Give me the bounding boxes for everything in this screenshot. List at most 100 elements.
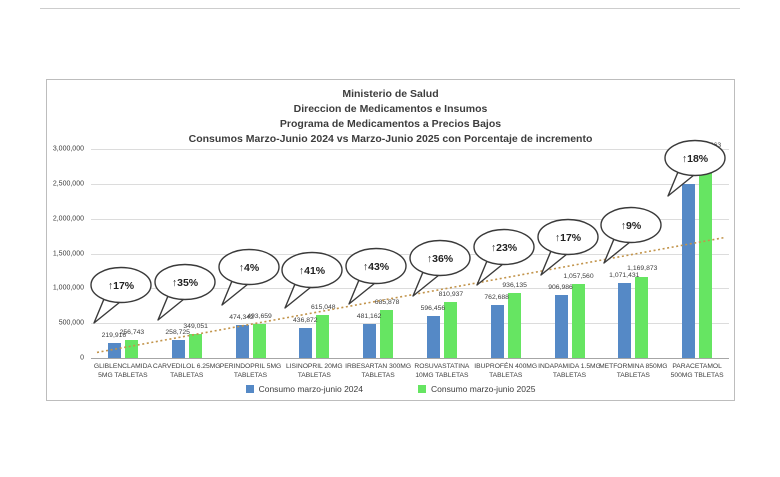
x-axis-label-line: IBUPROFÉN 400MG	[474, 363, 538, 370]
y-axis-tick: 0	[80, 354, 84, 362]
x-axis-label-line: LISINOPRIL 20MG	[285, 363, 343, 370]
value-label-2025: 1,169,873	[627, 265, 658, 273]
y-axis-tick: 1,000,000	[52, 284, 84, 292]
title-line-2: Direccion de Medicamentos e Insumos	[293, 103, 488, 115]
x-axis-label: GLIBLENCLAMIDA 5MG TABLETAS	[94, 363, 152, 380]
speech-bubble-icon: ↑35%	[153, 263, 216, 321]
x-axis-labels: GLIBLENCLAMIDA 5MG TABLETAS CARVEDILOL 6.2…	[91, 363, 729, 385]
x-axis-label: IRBESARTAN 300MG TABLETAS	[345, 363, 411, 380]
title-line-3: Programa de Medicamentos a Precios Bajos	[279, 118, 502, 130]
bar-2024	[426, 316, 440, 358]
value-label-2024: 481,162	[356, 313, 382, 321]
x-axis-label: CARVEDILOL 6.25MG TABLETAS	[153, 363, 221, 380]
chart-title-block: Ministerio de Salud Direccion de Medicam…	[47, 87, 734, 147]
bar-2025	[699, 152, 713, 358]
x-axis-label-line: TABLETAS	[170, 371, 204, 379]
gridline	[91, 253, 729, 255]
bar-2025	[188, 333, 202, 358]
speech-bubble-icon: ↑17%	[90, 266, 152, 324]
bar-2024	[618, 283, 632, 358]
gridline	[91, 288, 729, 290]
title-line-4: Consumos Marzo-Junio 2024 vs Marzo-Junio…	[188, 133, 593, 145]
speech-bubble-icon: ↑17%	[536, 218, 599, 276]
title-line-1: Ministerio de Salud	[342, 88, 439, 100]
bar-2025	[124, 340, 138, 358]
bar-2025	[571, 284, 585, 358]
value-label-2025: 936,135	[502, 281, 527, 289]
x-axis-label: ROSUVASTATINA 10MG TABLETAS	[414, 363, 469, 380]
value-label-2024: 762,688	[484, 293, 509, 301]
x-axis-label: IBUPROFÉN 400MG TABLETAS	[474, 363, 537, 380]
plot-area: 219,916 256,743 258,725 349,051 474,342 493,6…	[90, 139, 729, 359]
bar-2025	[507, 292, 521, 358]
legend-swatch	[418, 385, 426, 393]
x-axis-label-line: INDAPAMIDA 1.5MG	[538, 363, 601, 370]
x-axis-label-line: GLIBLENCLAMIDA	[93, 363, 152, 370]
x-axis-label-line: TABLETAS	[361, 371, 395, 379]
y-axis-labels: 0 500,000 1,000,000 1,500,000 2,000,000 2,500…	[47, 145, 87, 362]
increment-balloon: ↑4%	[214, 247, 284, 311]
x-axis-label-line: 5MG TABLETAS	[98, 371, 148, 379]
svg-text:↑43%: ↑43%	[363, 261, 390, 273]
increment-balloon: ↑17%	[533, 217, 603, 281]
gridline	[91, 358, 729, 359]
svg-text:↑23%: ↑23%	[491, 242, 518, 254]
bar-2025	[443, 301, 457, 358]
legend-label: Consumo marzo-junio 2025	[431, 384, 536, 394]
y-axis-tick: 2,500,000	[52, 180, 84, 188]
bar-2025	[252, 323, 266, 358]
legend: Consumo marzo-junio 2024 Consumo marzo-ju…	[47, 384, 734, 394]
speech-bubble-icon: ↑4%	[217, 248, 280, 306]
x-axis-label-line: TABLETAS	[552, 371, 587, 379]
bar-2025	[380, 310, 394, 358]
x-axis-label-line: CARVEDILOL 6.25MG	[152, 363, 221, 370]
bar-2024	[171, 339, 185, 358]
increment-balloon: ↑17%	[86, 265, 156, 329]
bar-2024	[490, 304, 504, 358]
value-label-2025: 810,937	[438, 290, 464, 298]
value-label-2025: 685,878	[374, 299, 400, 307]
bar-2024	[554, 294, 568, 358]
svg-text:↑4%: ↑4%	[238, 262, 259, 274]
bar-2024	[682, 183, 696, 358]
x-axis-label-line: PARACETAMOL	[672, 363, 722, 370]
x-axis-label: LISINOPRIL 20MG TABLETAS	[286, 363, 343, 380]
value-label-2025: 493,659	[247, 312, 272, 320]
legend-label: Consumo marzo-junio 2024	[258, 384, 363, 394]
x-axis-label-line: TABLETAS	[233, 371, 268, 379]
x-axis-label: METFORMINA 850MG TABLETAS	[599, 363, 667, 380]
bar-2025	[316, 315, 330, 358]
bar-2024	[235, 324, 249, 358]
speech-bubble-icon: ↑9%	[600, 207, 662, 265]
value-label-2025: 1,057,560	[563, 273, 594, 281]
svg-text:↑36%: ↑36%	[427, 253, 454, 265]
bar-2024	[107, 342, 121, 358]
x-axis-label-line: TABLETAS	[489, 371, 523, 379]
x-axis-label-line: 10MG TABLETAS	[415, 371, 469, 379]
svg-text:↑9%: ↑9%	[621, 220, 642, 232]
svg-text:↑41%: ↑41%	[299, 265, 326, 277]
x-axis-label-line: ROSUVASTATINA	[414, 363, 470, 370]
svg-text:↑17%: ↑17%	[108, 280, 135, 292]
x-axis-label-line: IRBESARTAN 300MG	[345, 363, 412, 370]
y-axis-tick: 500,000	[58, 319, 84, 327]
gridline	[91, 218, 729, 220]
value-label-2024: 436,872	[293, 316, 318, 324]
bar-2024	[363, 324, 377, 358]
value-label-2024: 906,986	[548, 283, 573, 291]
value-label-2024: 1,071,431	[609, 272, 640, 280]
x-axis-label-line: TABLETAS	[297, 371, 331, 379]
chart-frame: Ministerio de Salud Direccion de Medicam…	[46, 79, 735, 401]
value-label-2024: 596,456	[420, 305, 446, 313]
y-axis-tick: 3,000,000	[52, 145, 84, 153]
x-axis-label-line: PERINDOPRIL 5MG	[219, 363, 282, 370]
legend-item: Consumo marzo-junio 2024	[245, 384, 363, 394]
svg-text:↑35%: ↑35%	[172, 277, 199, 289]
y-axis-tick: 2,000,000	[52, 215, 84, 223]
bar-2024	[299, 327, 313, 358]
x-axis-label-line: 500MG TBLETAS	[670, 371, 724, 379]
legend-item: Consumo marzo-junio 2025	[418, 384, 535, 394]
svg-text:↑17%: ↑17%	[554, 232, 581, 244]
legend-swatch	[245, 385, 254, 393]
value-label-2025: 256,743	[119, 329, 145, 337]
